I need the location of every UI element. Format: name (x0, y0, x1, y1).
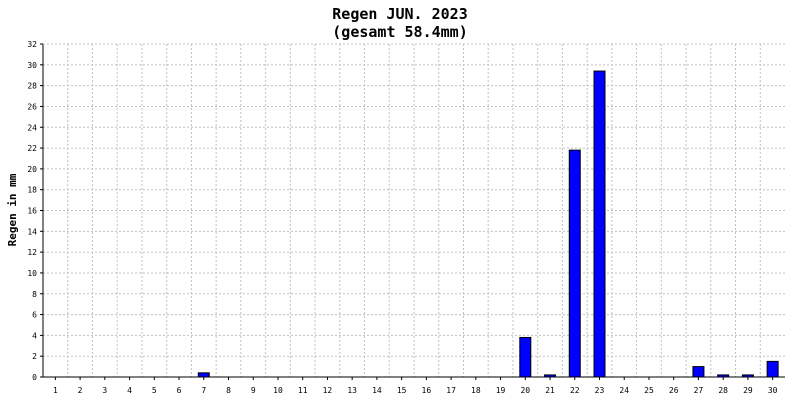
x-tick-label: 7 (201, 386, 206, 395)
bar-day-27 (692, 366, 705, 378)
x-tick-label: 10 (273, 386, 283, 395)
chart-subtitle: (gesamt 58.4mm) (332, 23, 467, 41)
y-tick-label: 30 (27, 61, 37, 70)
x-tick-label: 12 (323, 386, 333, 395)
y-tick-label: 16 (27, 207, 37, 216)
y-tick-label: 6 (32, 311, 37, 320)
bar-day-23 (593, 70, 606, 378)
x-tick-label: 5 (152, 386, 157, 395)
x-tick-label: 27 (694, 386, 704, 395)
y-tick-label: 12 (27, 248, 37, 257)
y-tick-label: 0 (32, 373, 37, 382)
x-tick-label: 9 (251, 386, 256, 395)
x-tick-label: 11 (298, 386, 308, 395)
y-tick-label: 18 (27, 186, 37, 195)
x-tick-label: 4 (127, 386, 132, 395)
x-tick-label: 22 (570, 386, 580, 395)
x-tick-label: 19 (496, 386, 506, 395)
x-tick-label: 20 (520, 386, 530, 395)
x-tick-label: 15 (397, 386, 407, 395)
x-tick-label: 26 (669, 386, 679, 395)
y-tick-label: 24 (27, 123, 37, 132)
x-tick-label: 6 (177, 386, 182, 395)
y-axis-label: Regen in mm (6, 173, 19, 246)
chart-title: Regen JUN. 2023 (332, 5, 467, 23)
x-tick-label: 17 (446, 386, 456, 395)
x-tick-label: 3 (102, 386, 107, 395)
x-tick-label: 25 (644, 386, 654, 395)
x-tick-label: 13 (347, 386, 357, 395)
x-tick-label: 24 (619, 386, 629, 395)
bar-day-30 (766, 360, 779, 378)
x-tick-label: 23 (595, 386, 605, 395)
y-tick-label: 2 (32, 352, 37, 361)
x-tick-label: 18 (471, 386, 481, 395)
y-tick-label: 4 (32, 331, 37, 340)
x-tick-label: 1 (53, 386, 58, 395)
y-tick-label: 14 (27, 227, 37, 236)
x-tick-label: 21 (545, 386, 555, 395)
x-tick-label: 16 (422, 386, 432, 395)
x-tick-label: 29 (743, 386, 753, 395)
x-ticks: 1 2 3 4 5 6 7 8 9 10 11 12 13 14 15 16 17 18 19 20 21 22 23 24 2… (53, 377, 778, 395)
grid-lines (43, 43, 785, 377)
x-tick-label: 2 (78, 386, 83, 395)
x-tick-label: 14 (372, 386, 382, 395)
y-tick-label: 10 (27, 269, 37, 278)
y-tick-label: 26 (27, 102, 37, 111)
y-tick-label: 20 (27, 165, 37, 174)
bar-day-20 (519, 336, 532, 378)
y-tick-label: 32 (27, 40, 37, 49)
y-tick-label: 22 (27, 144, 37, 153)
x-tick-label: 28 (718, 386, 728, 395)
bar-day-7 (197, 372, 210, 378)
y-tick-label: 8 (32, 290, 37, 299)
bar-day-22 (568, 149, 581, 378)
x-tick-label: 8 (226, 386, 231, 395)
y-tick-label: 28 (27, 82, 37, 91)
x-tick-label: 30 (768, 386, 778, 395)
